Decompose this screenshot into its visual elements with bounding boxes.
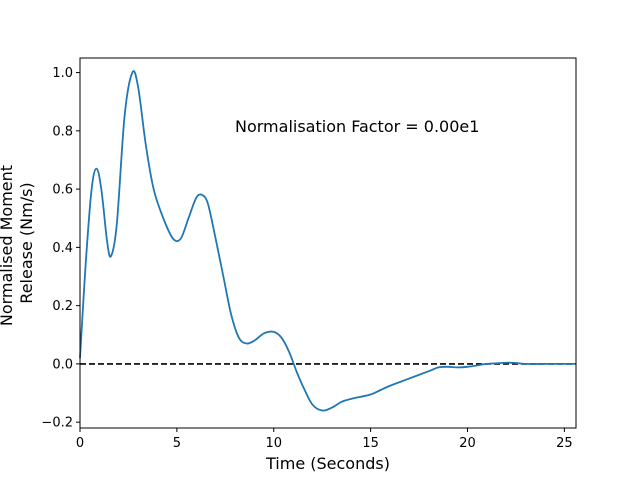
- y-axis-ticks: −0.2 0.0 0.2 0.4 0.6 0.8 1.0: [41, 66, 80, 431]
- x-axis-label: Time (Seconds): [265, 454, 390, 473]
- y-axis-label-line-2: Release (Nm/s): [17, 182, 36, 303]
- axes-frame: [79, 57, 577, 429]
- x-tick-label: 5: [173, 436, 181, 451]
- x-tick-label: 0: [76, 436, 84, 451]
- y-tick-label: −0.2: [41, 416, 73, 431]
- normalisation-annotation: Normalisation Factor = 0.00e1: [235, 117, 479, 136]
- series-line-0: [79, 70, 576, 412]
- y-axis-label: Normalised Moment Release (Nm/s): [0, 160, 36, 326]
- x-tick-label: 15: [362, 436, 379, 451]
- x-tick-label: 10: [265, 436, 282, 451]
- y-tick-label: 0.0: [52, 357, 73, 372]
- x-axis-ticks: 0 5 10 15 20 25: [76, 428, 573, 451]
- x-tick-label: 25: [556, 436, 573, 451]
- y-tick-label: 0.4: [52, 241, 73, 256]
- y-tick-label: 0.6: [52, 183, 73, 198]
- y-tick-label: 0.8: [52, 124, 73, 139]
- y-tick-label: 0.2: [52, 299, 73, 314]
- series-layer: [79, 70, 576, 412]
- x-tick-label: 20: [459, 436, 476, 451]
- y-axis-label-line-1: Normalised Moment: [0, 165, 16, 326]
- y-tick-label: 1.0: [52, 66, 73, 81]
